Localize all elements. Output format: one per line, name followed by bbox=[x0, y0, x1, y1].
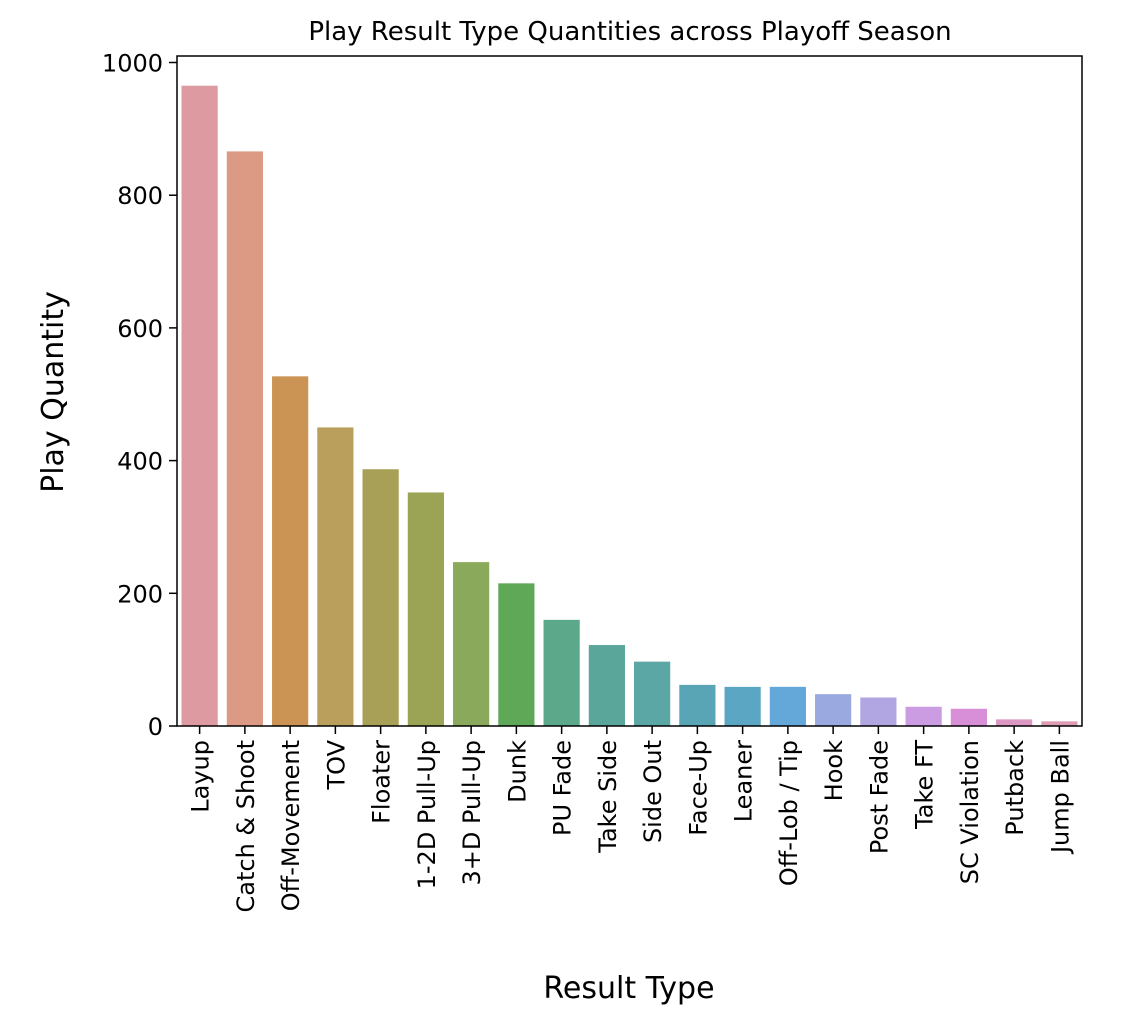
x-tick-label: Floater bbox=[368, 740, 396, 824]
y-tick-label: 200 bbox=[117, 580, 163, 608]
chart-title: Play Result Type Quantities across Playo… bbox=[308, 17, 951, 47]
x-axis-label: Result Type bbox=[543, 971, 714, 1006]
plot-frame bbox=[176, 55, 1083, 727]
bar-leaner bbox=[724, 686, 761, 726]
bar-3-d-pull-up bbox=[453, 562, 490, 726]
bar-take-side bbox=[588, 645, 625, 726]
x-tick-label: Dunk bbox=[503, 740, 531, 803]
x-axis-ticks: Layup Catch & Shoot Off-Movement TOV Floater… bbox=[187, 726, 1074, 912]
y-tick-label: 600 bbox=[117, 315, 163, 343]
y-axis-label: Play Quantity bbox=[36, 291, 71, 493]
x-tick-label: Off-Lob / Tip bbox=[775, 740, 803, 886]
bar-side-out bbox=[634, 661, 671, 726]
bar-take-ft bbox=[905, 706, 942, 726]
x-tick-label: Take FT bbox=[911, 740, 939, 830]
bar-off-movement bbox=[272, 376, 309, 726]
x-tick-label: Take Side bbox=[594, 740, 622, 854]
bar-layup bbox=[181, 85, 218, 726]
y-tick-label: 1000 bbox=[102, 50, 163, 78]
bar-catch-shoot bbox=[226, 151, 263, 726]
x-tick-label: Post Fade bbox=[865, 740, 893, 854]
x-tick-label: Jump Ball bbox=[1046, 740, 1074, 855]
x-tick-label: Side Out bbox=[639, 740, 667, 843]
x-tick-label: 3+D Pull-Up bbox=[458, 740, 486, 886]
bar-pu-fade bbox=[543, 619, 580, 726]
bar-tov bbox=[317, 427, 354, 726]
bar-putback bbox=[996, 719, 1033, 726]
x-tick-label: Leaner bbox=[730, 740, 758, 822]
x-tick-label: PU Fade bbox=[549, 740, 577, 836]
bar-face-up bbox=[679, 684, 716, 726]
x-tick-label: Catch & Shoot bbox=[232, 740, 260, 912]
x-tick-label: Hook bbox=[820, 740, 848, 801]
bar-1-2d-pull-up bbox=[407, 492, 444, 726]
bar-dunk bbox=[498, 583, 535, 726]
bar-post-fade bbox=[860, 697, 897, 726]
bar-hook bbox=[815, 694, 852, 726]
y-tick-label: 0 bbox=[148, 713, 163, 741]
x-tick-label: Face-Up bbox=[684, 740, 712, 836]
x-tick-label: Putback bbox=[1001, 740, 1029, 836]
x-tick-label: 1-2D Pull-Up bbox=[413, 740, 441, 889]
bar-floater bbox=[362, 469, 399, 726]
x-tick-label: TOV bbox=[322, 739, 350, 790]
bar-sc-violation bbox=[950, 708, 987, 726]
y-axis-ticks: 0 200 400 600 800 1000 bbox=[102, 50, 177, 741]
x-tick-label: SC Violation bbox=[956, 740, 984, 884]
bars bbox=[181, 85, 1078, 726]
x-tick-label: Layup bbox=[187, 740, 215, 813]
x-tick-label: Off-Movement bbox=[277, 740, 305, 911]
y-tick-label: 800 bbox=[117, 182, 163, 210]
bar-off-lob-tip bbox=[769, 686, 806, 726]
y-tick-label: 400 bbox=[117, 448, 163, 476]
bar-jump-ball bbox=[1041, 721, 1078, 726]
